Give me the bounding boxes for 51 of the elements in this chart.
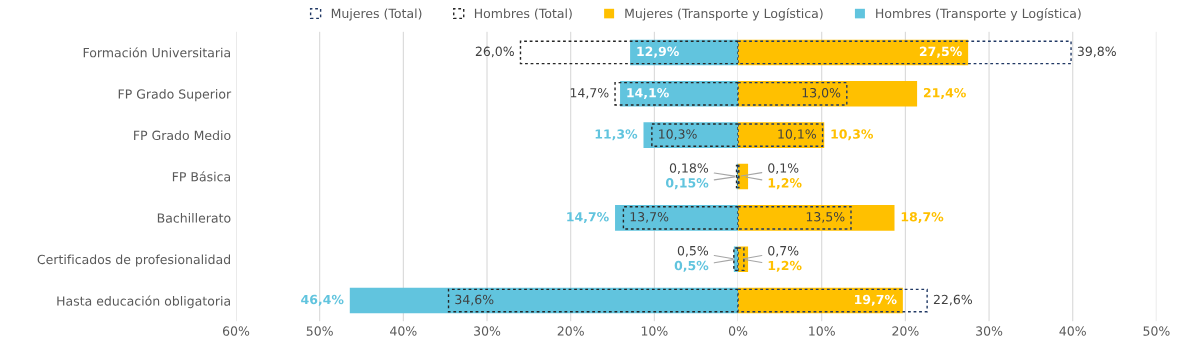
- data-label: 14,1%: [627, 87, 669, 100]
- data-label: 21,4%: [923, 87, 966, 100]
- data-label: 0,5%: [677, 245, 709, 257]
- data-label: 0,18%: [669, 163, 709, 174]
- data-label: 18,7%: [901, 212, 944, 224]
- data-label: 26,0%: [475, 46, 514, 58]
- data-label: 12,9%: [637, 46, 679, 58]
- data-label: 0,7%: [768, 245, 799, 257]
- data-label: 39,8%: [1077, 46, 1116, 58]
- data-label: 1,2%: [768, 178, 802, 190]
- data-label: 13,5%: [806, 212, 845, 223]
- x-tick-label: 40%: [1059, 326, 1086, 336]
- data-label: 0,15%: [665, 178, 709, 190]
- data-label: 11,3%: [595, 129, 638, 141]
- y-tick-label: Hasta educación obligatoria: [57, 295, 230, 309]
- data-label: 1,2%: [768, 260, 802, 272]
- data-label: 14,7%: [567, 212, 609, 224]
- y-tick-label: Bachillerato: [157, 213, 231, 223]
- data-label: 10,3%: [831, 129, 874, 141]
- x-tick-label: 10%: [809, 326, 835, 336]
- data-label: 46,4%: [301, 294, 344, 306]
- legend-label: Hombres (Transporte y Logística): [876, 7, 1081, 21]
- data-label: 19,7%: [855, 294, 897, 306]
- y-tick-label: FP Grado Superior: [118, 89, 232, 102]
- legend-label: Mujeres (Transporte y Logística): [625, 7, 823, 21]
- data-label: 13,7%: [630, 212, 669, 223]
- x-tick-label: 10%: [641, 326, 668, 336]
- y-tick-label: Certificados de profesionalidad: [37, 254, 230, 267]
- data-label: 10,3%: [659, 129, 697, 141]
- x-tick-label: 60%: [222, 326, 250, 336]
- x-tick-label: 50%: [1143, 326, 1170, 336]
- data-label: 0,1%: [768, 163, 799, 174]
- y-tick-label: FP Básica: [172, 171, 231, 182]
- x-tick-label: 0%: [728, 326, 748, 336]
- x-tick-label: 40%: [390, 326, 417, 336]
- data-label: 13,0%: [802, 87, 841, 99]
- x-tick-label: 30%: [474, 326, 501, 336]
- data-label: 14,7%: [570, 87, 609, 99]
- x-tick-label: 30%: [976, 326, 1003, 336]
- data-label: 22,6%: [933, 294, 973, 306]
- x-tick-label: 20%: [557, 326, 584, 336]
- y-tick-label: FP Grado Medio: [134, 130, 231, 141]
- data-label: 34,6%: [455, 294, 494, 306]
- legend-label: Hombres (Total): [474, 8, 572, 20]
- x-tick-label: 20%: [892, 326, 919, 336]
- data-label: 0,5%: [674, 260, 709, 272]
- x-tick-label: 50%: [306, 326, 333, 336]
- data-label: 10,1%: [778, 129, 816, 141]
- legend-label: Mujeres (Total): [331, 8, 422, 21]
- data-label: 27,5%: [919, 46, 962, 58]
- y-tick-label: Formación Universitaria: [83, 47, 231, 58]
